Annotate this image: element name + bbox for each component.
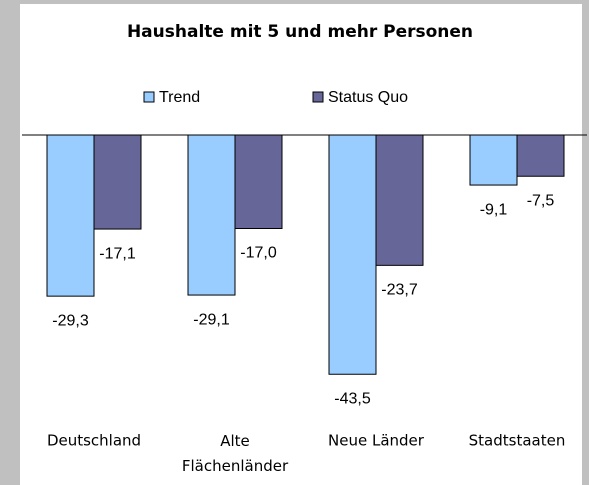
- bar: [234, 134, 283, 229]
- data-label: -23,7: [381, 282, 418, 299]
- legend-swatch: [312, 91, 324, 103]
- data-label: -29,3: [52, 312, 89, 329]
- bar: [469, 134, 518, 186]
- data-label: -9,1: [480, 201, 508, 218]
- bar: [93, 134, 142, 230]
- data-label: -17,0: [240, 245, 277, 262]
- data-label: -43,5: [334, 390, 371, 407]
- legend-label: Status Quo: [328, 89, 408, 106]
- legend-swatch: [143, 91, 155, 103]
- x-tick-label: Deutschland: [47, 432, 141, 450]
- bar: [375, 134, 424, 266]
- bar: [328, 134, 377, 375]
- bar: [187, 134, 236, 296]
- x-tick-label: Stadtstaaten: [469, 432, 566, 450]
- data-label: -17,1: [99, 245, 136, 262]
- data-label: -29,1: [193, 311, 230, 328]
- data-label: -7,5: [527, 192, 555, 209]
- x-tick-label: Neue Länder: [328, 432, 425, 450]
- x-tick-label: Alte Flächenländer: [182, 432, 289, 475]
- legend-label: Trend: [159, 89, 200, 106]
- bar: [46, 134, 95, 297]
- bar: [516, 134, 565, 177]
- chart-title: Haushalte mit 5 und mehr Personen: [127, 22, 473, 42]
- panel: [20, 4, 582, 485]
